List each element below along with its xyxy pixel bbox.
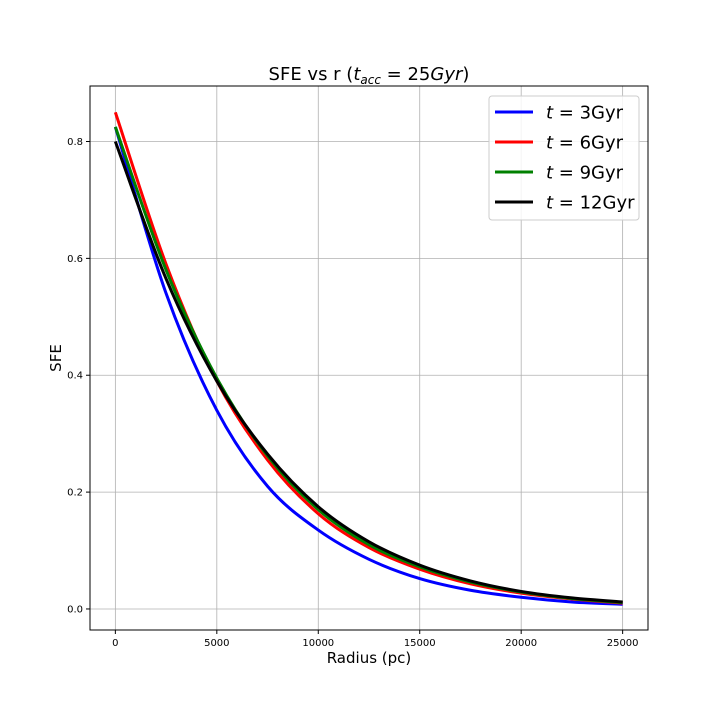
series-line-4 [113,140,623,604]
x-tick-label: 0 [112,638,118,649]
x-tick-label: 15000 [404,638,436,649]
x-tick-label: 20000 [505,638,537,649]
plot-area [113,111,623,606]
x-axis-label: Radius (pc) [327,649,412,667]
axes-frame [89,85,649,631]
chart-title: SFE vs r (tacc = 25Gyr) [269,64,470,87]
x-tick-label: 25000 [607,638,639,649]
legend-label-2: t = 6Gyr [546,133,624,154]
legend-label-1: t = 3Gyr [546,103,624,124]
y-axis-ticks: 0.0 0.2 0.4 0.6 0.8 [67,137,90,615]
y-tick-label: 0.2 [67,488,83,499]
x-tick-label: 10000 [302,638,334,649]
legend: t = 3Gyr t = 6Gyr t = 9Gyr t = 12Gyr [488,95,640,221]
legend-label-4: t = 12Gyr [546,193,635,214]
y-tick-label: 0.8 [67,137,83,148]
y-tick-label: 0.4 [67,371,83,382]
legend-box [488,95,640,221]
y-tick-label: 0.0 [67,604,83,615]
y-tick-label: 0.6 [67,254,83,265]
series-line-1 [113,126,623,606]
y-axis-label: SFE [47,344,65,372]
x-tick-label: 5000 [204,638,229,649]
x-axis-ticks: 0 5000 10000 15000 20000 25000 [112,630,639,649]
legend-label-3: t = 9Gyr [546,163,624,184]
